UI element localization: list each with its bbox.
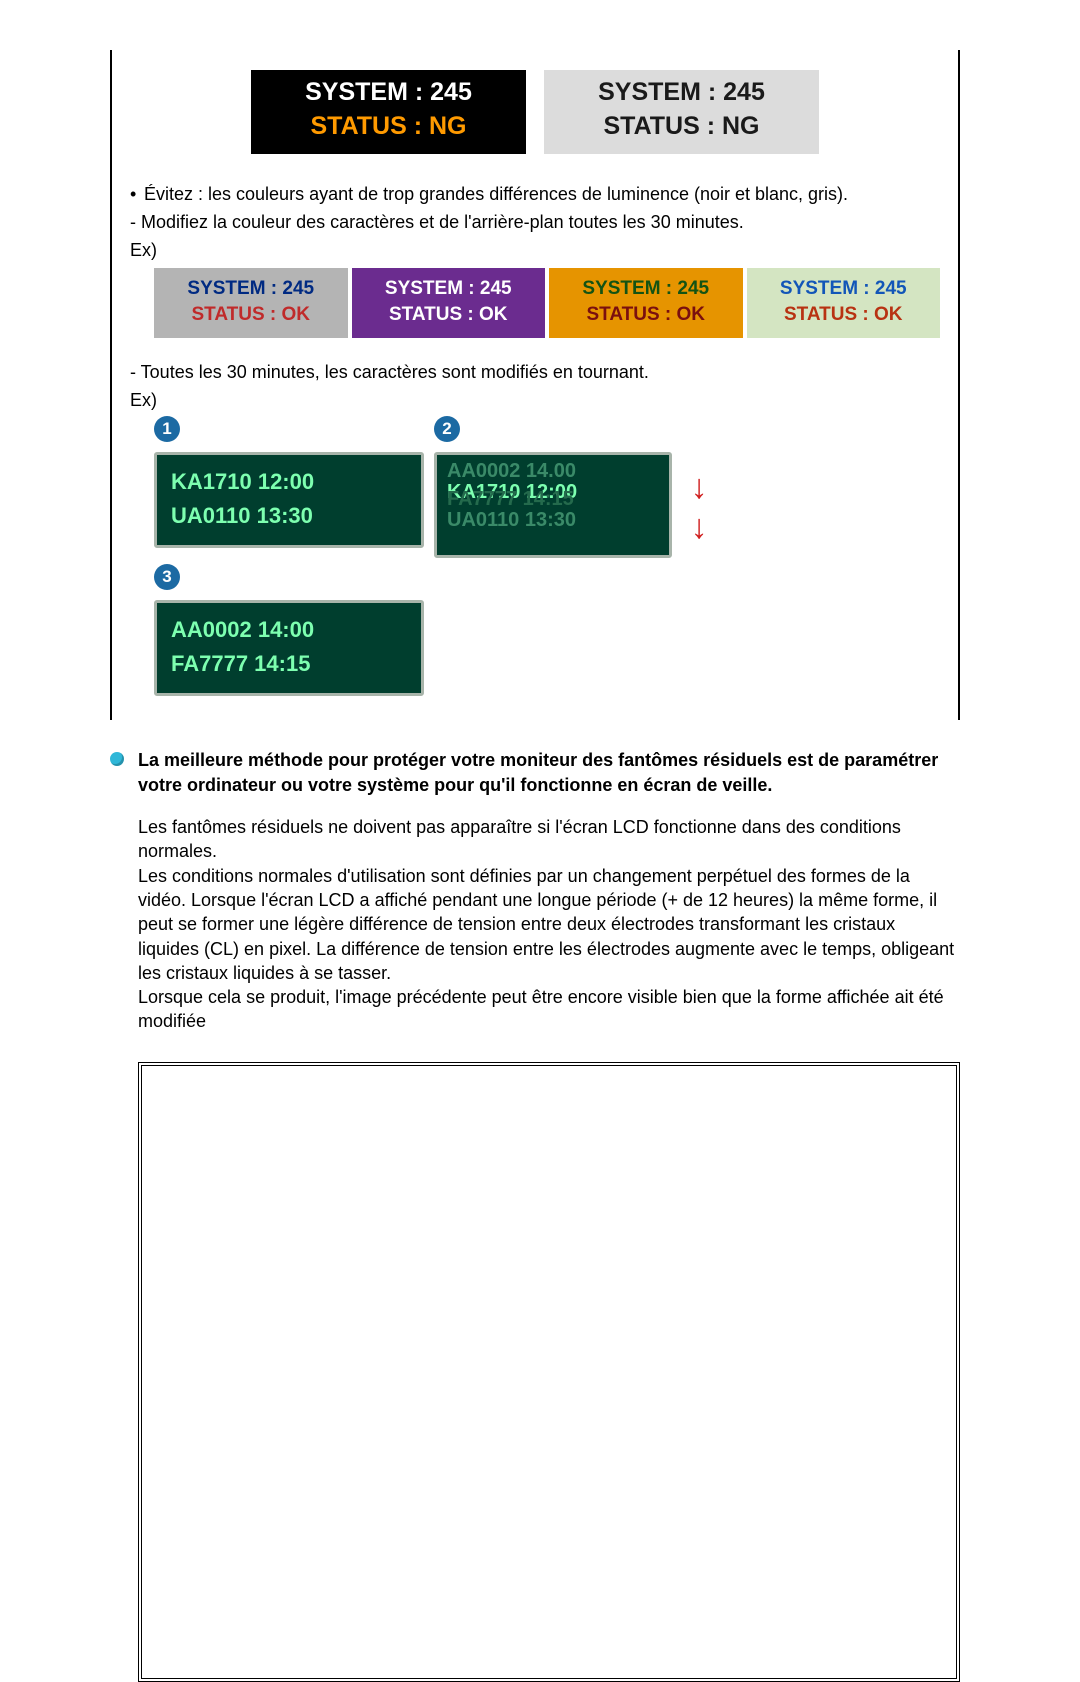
down-arrow-icon: ↓ — [684, 468, 714, 508]
ex-label-1: Ex) — [130, 238, 940, 262]
ok1-sys: SYSTEM : 245 — [154, 276, 348, 302]
p2-row-b: FA7777 14:15 — [447, 489, 659, 510]
flight-box-1: KA1710 12:00 UA0110 13:30 — [154, 452, 424, 548]
pane-3: 3 AA0002 14:00 FA7777 14:15 — [154, 564, 424, 696]
ok-box-4: SYSTEM : 245 STATUS : OK — [747, 268, 941, 337]
info-section: La meilleure méthode pour protéger votre… — [110, 748, 960, 1681]
ok-box-2: SYSTEM : 245 STATUS : OK — [352, 268, 546, 337]
avoid-paragraph: •Évitez : les couleurs ayant de trop gra… — [130, 182, 940, 206]
pane-2: 2 AA0002 14.00 KA1710 12:00 FA7777 14:15… — [434, 416, 720, 558]
bold-advice: La meilleure méthode pour protéger votre… — [138, 748, 960, 797]
badge-2: 2 — [434, 416, 460, 442]
ng-row: SYSTEM : 245 STATUS : NG SYSTEM : 245 ST… — [130, 70, 940, 154]
ok-box-3: SYSTEM : 245 STATUS : OK — [549, 268, 743, 337]
badge-1: 1 — [154, 416, 180, 442]
empty-frame — [138, 1062, 960, 1682]
modify-line: - Modifiez la couleur des caractères et … — [130, 210, 940, 234]
p3-line1: AA0002 14:00 — [171, 613, 407, 647]
body-p3: Lorsque cela se produit, l'image précéde… — [138, 985, 960, 1034]
ng-box-gray: SYSTEM : 245 STATUS : NG — [544, 70, 819, 154]
flight-box-2: AA0002 14.00 KA1710 12:00 FA7777 14:15 U… — [434, 452, 672, 558]
ok3-stat: STATUS : OK — [549, 302, 743, 328]
p1-line2: UA0110 13:30 — [171, 499, 407, 533]
ok3-sys: SYSTEM : 245 — [549, 276, 743, 302]
badge-3: 3 — [154, 564, 180, 590]
p2-ghost-top: AA0002 14.00 — [447, 461, 659, 482]
ng-box2-stat: STATUS : NG — [544, 110, 819, 144]
body-p2: Les conditions normales d'utilisation so… — [138, 864, 960, 985]
p2-ghost-bot: UA0110 13:30 — [447, 510, 659, 531]
pane-1: 1 KA1710 12:00 UA0110 13:30 — [154, 416, 424, 558]
ok2-stat: STATUS : OK — [352, 302, 546, 328]
ok4-sys: SYSTEM : 245 — [747, 276, 941, 302]
ng-box1-sys: SYSTEM : 245 — [251, 76, 526, 110]
ok2-sys: SYSTEM : 245 — [352, 276, 546, 302]
flight-box-3: AA0002 14:00 FA7777 14:15 — [154, 600, 424, 696]
p1-line1: KA1710 12:00 — [171, 465, 407, 499]
p3-line2: FA7777 14:15 — [171, 647, 407, 681]
ex-label-2: Ex) — [130, 388, 940, 412]
ok1-stat: STATUS : OK — [154, 302, 348, 328]
ng-box2-sys: SYSTEM : 245 — [544, 76, 819, 110]
body-text: Les fantômes résiduels ne doivent pas ap… — [138, 815, 960, 1034]
info-bullet-icon — [110, 752, 124, 766]
rotate-panes: 1 KA1710 12:00 UA0110 13:30 2 AA0002 14.… — [130, 416, 940, 696]
rotate-line: - Toutes les 30 minutes, les caractères … — [130, 360, 940, 384]
avoid-text: Évitez : les couleurs ayant de trop gran… — [144, 184, 848, 204]
ng-box-black: SYSTEM : 245 STATUS : NG — [251, 70, 526, 154]
down-arrow-icon: ↓ — [684, 508, 714, 548]
ok4-stat: STATUS : OK — [747, 302, 941, 328]
ng-box1-stat: STATUS : NG — [251, 110, 526, 144]
ok-box-1: SYSTEM : 245 STATUS : OK — [154, 268, 348, 337]
example-frame: SYSTEM : 245 STATUS : NG SYSTEM : 245 ST… — [110, 50, 960, 720]
body-p1: Les fantômes résiduels ne doivent pas ap… — [138, 815, 960, 864]
ok-row: SYSTEM : 245 STATUS : OK SYSTEM : 245 ST… — [130, 268, 940, 337]
